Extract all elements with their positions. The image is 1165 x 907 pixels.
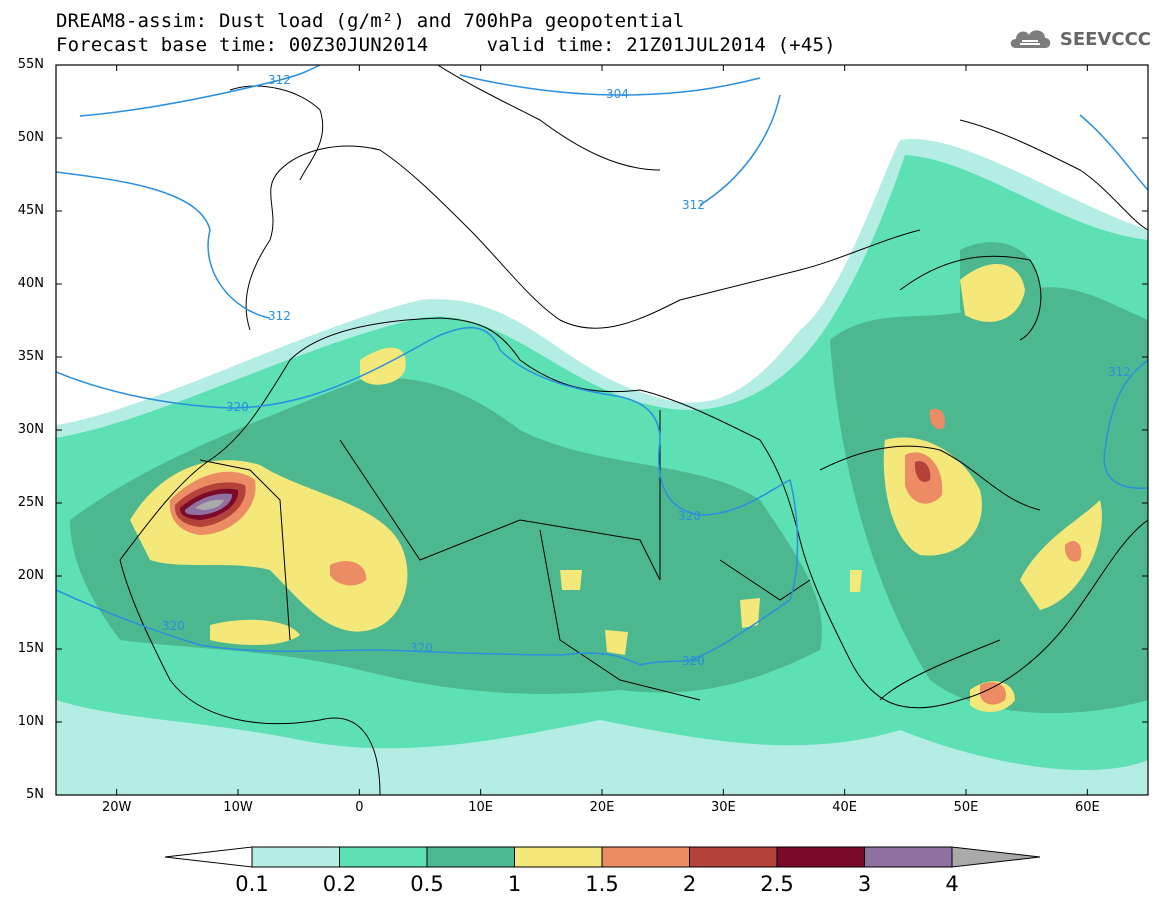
- colorbar-level-label: 0.1: [235, 872, 269, 896]
- contour-label: 304: [606, 87, 629, 101]
- lat-label: 50N: [17, 130, 44, 145]
- lon-label: 60E: [1074, 800, 1100, 815]
- dust-level-1: [130, 263, 1102, 712]
- lat-label: 25N: [17, 495, 44, 510]
- map-subtitle: Forecast base time: 00Z30JUN2014 valid t…: [56, 34, 836, 56]
- colorbar-swatch: [601, 846, 690, 868]
- colorbar-level-label: 1.5: [585, 872, 619, 896]
- colorbar-under-arrow: [164, 846, 253, 868]
- colorbar-level-label: 2.5: [760, 872, 794, 896]
- lat-label: 15N: [17, 641, 44, 656]
- lat-label: 20N: [17, 568, 44, 583]
- colorbar-swatch: [689, 846, 778, 868]
- contour-label: 312: [268, 73, 291, 87]
- lat-label: 55N: [17, 57, 44, 72]
- lon-label: 20W: [101, 800, 132, 815]
- lat-label: 5N: [26, 787, 44, 802]
- colorbar-swatch: [864, 846, 953, 868]
- axis-ticks: [56, 64, 1148, 796]
- colorbar-level-label: 4: [945, 872, 959, 896]
- colorbar-over-arrow: [951, 846, 1041, 868]
- lon-label: 10E: [468, 800, 494, 815]
- colorbar-swatch: [514, 846, 603, 868]
- dust-level-4: [195, 499, 224, 510]
- contour-label: 320: [678, 509, 701, 523]
- colorbar-swatch: [251, 846, 340, 868]
- colorbar-level-label: 1: [507, 872, 522, 896]
- lat-label: 35N: [17, 349, 44, 364]
- colorbar-level-label: 0.5: [410, 872, 444, 896]
- contour-labels: 304 312 312 312 312 320 320 320 320 320: [162, 73, 1131, 668]
- coastlines: [119, 65, 1148, 795]
- cloud-icon: [1010, 30, 1051, 48]
- lat-label: 45N: [17, 203, 44, 218]
- lon-label: 30E: [710, 800, 736, 815]
- contour-label: 312: [682, 198, 705, 212]
- lat-label: 10N: [17, 714, 44, 729]
- lat-label: 30N: [17, 422, 44, 437]
- lat-label: 40N: [17, 276, 44, 291]
- lon-label: 20E: [589, 800, 615, 815]
- colorbar-swatch: [339, 846, 428, 868]
- lon-label: 40E: [832, 800, 858, 815]
- colorbar-level-label: 3: [857, 872, 872, 896]
- logo-text: SEEVCCC: [1059, 28, 1151, 50]
- geopotential-contours: [56, 65, 1148, 666]
- colorbar-level-label: 0.2: [322, 872, 357, 896]
- contour-label: 320: [162, 619, 185, 633]
- colorbar-level-label: 2: [682, 872, 697, 896]
- lon-label: 10W: [223, 800, 253, 815]
- contour-label: 320: [682, 654, 705, 668]
- lon-label: 0: [355, 800, 364, 815]
- contour-label: 320: [226, 400, 249, 414]
- lon-label: 50E: [953, 800, 979, 815]
- seevccc-logo: SEEVCCC: [1008, 26, 1151, 52]
- colorbar-swatch: [776, 846, 865, 868]
- contour-label: 320: [410, 641, 433, 655]
- contour-label: 312: [1108, 365, 1131, 379]
- map-title: DREAM8-assim: Dust load (g/m²) and 700hP…: [56, 10, 685, 32]
- dust-field: 304 312 312 312 312 320 320 320 320 320: [56, 65, 1148, 795]
- contour-label: 312: [268, 309, 291, 323]
- colorbar-swatch: [426, 846, 515, 868]
